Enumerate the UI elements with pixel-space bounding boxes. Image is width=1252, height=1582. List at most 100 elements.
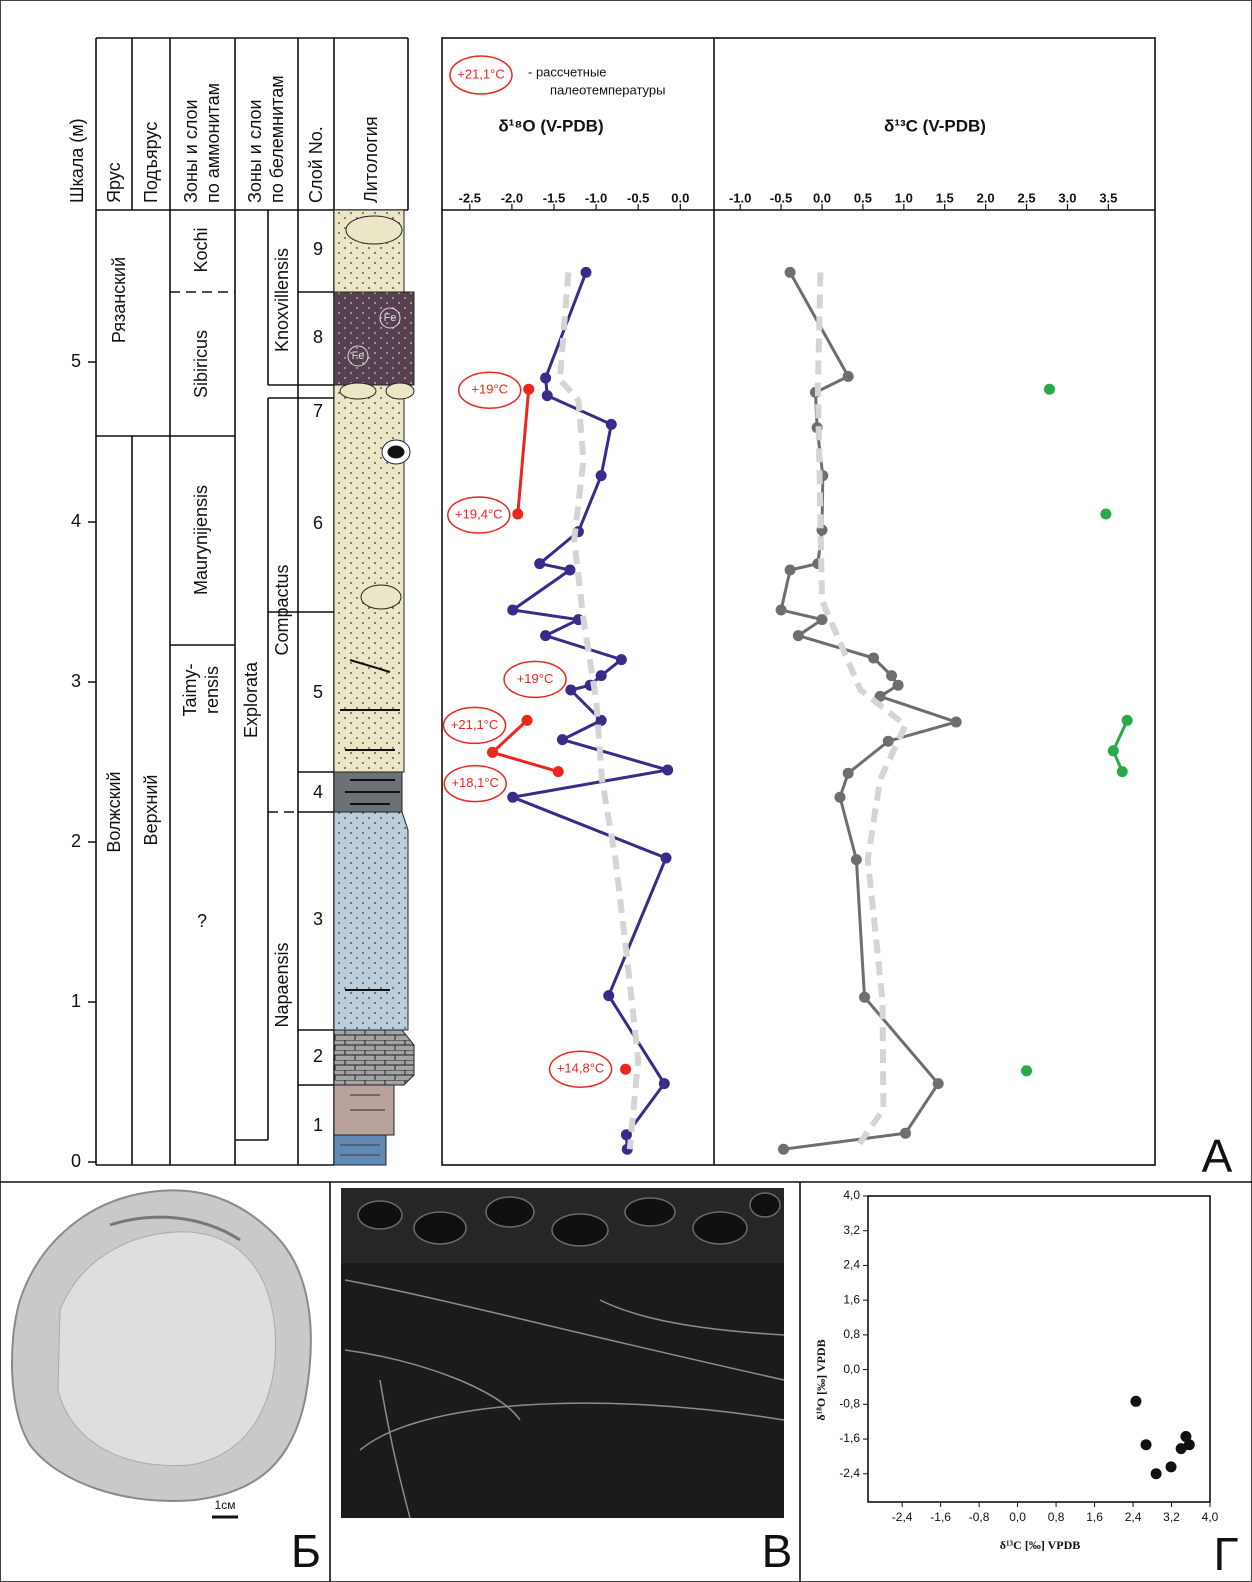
scatter-point — [1151, 1468, 1162, 1479]
column-header: Ярус — [104, 162, 124, 203]
note-text: - рассчетные — [528, 64, 607, 79]
data-point — [507, 605, 518, 616]
x-axis-title: δ¹³C [‰] VPDB — [1000, 1538, 1081, 1552]
data-point — [1108, 745, 1119, 756]
x-tick-label: 0.5 — [854, 190, 872, 205]
y-tick-label: 4,0 — [843, 1188, 860, 1202]
data-point — [662, 765, 673, 776]
scatter-point — [1141, 1439, 1152, 1450]
data-point — [843, 371, 854, 382]
scatter-point — [1166, 1461, 1177, 1472]
x-tick-label: 1.0 — [895, 190, 913, 205]
ammonite-zone: Sibiricus — [191, 330, 211, 398]
data-point — [565, 685, 576, 696]
ammonite-zone: ? — [197, 911, 207, 931]
ammonite-zone: Taimy- — [180, 663, 200, 716]
data-point — [1021, 1065, 1032, 1076]
lithology — [334, 210, 414, 1165]
x-tick-label: -1.5 — [543, 190, 565, 205]
scatter-point — [1176, 1443, 1187, 1454]
belemnite-zone: Napaensis — [272, 942, 292, 1027]
belemnite-zone: Explorata — [241, 661, 261, 738]
x-tick-label: -2,4 — [892, 1510, 913, 1524]
y-axis-title: Шкала (м) — [67, 118, 87, 203]
lithology-mark: Fe — [384, 312, 397, 324]
y-tick-label: 0 — [71, 1151, 81, 1171]
data-point — [487, 747, 498, 758]
x-tick-label: 2.0 — [977, 190, 995, 205]
y-tick-label: 4 — [71, 511, 81, 531]
note-text: палеотемпературы — [550, 82, 665, 97]
x-tick-label: -2.5 — [459, 190, 481, 205]
data-point — [620, 1064, 631, 1075]
x-tick-label: -0.5 — [770, 190, 792, 205]
x-tick-label: 3.5 — [1099, 190, 1117, 205]
x-tick-label: 0.0 — [813, 190, 831, 205]
data-point — [596, 670, 607, 681]
column-header: по аммонитам — [203, 83, 223, 203]
layer-number: 5 — [313, 682, 323, 702]
y-tick-label: 3,2 — [843, 1223, 860, 1237]
data-point — [603, 990, 614, 1001]
data-point — [581, 267, 592, 278]
ammonite-zone: rensis — [202, 666, 222, 714]
panel-label: В — [762, 1525, 793, 1577]
data-point — [540, 630, 551, 641]
data-point — [1100, 509, 1111, 520]
lithology-mark: Fe — [352, 350, 365, 362]
scatter-point — [1130, 1396, 1141, 1407]
data-point — [507, 792, 518, 803]
data-point — [900, 1128, 911, 1139]
y-axis-title: δ¹⁸O [‰] VPDB — [814, 1339, 828, 1420]
belemnite-zone: Compactus — [272, 564, 292, 655]
scale-bar-label: 1см — [215, 1498, 236, 1512]
micro-photo — [341, 1188, 784, 1518]
data-point — [835, 792, 846, 803]
layer-number: 4 — [313, 782, 323, 802]
x-tick-label: -0.5 — [627, 190, 649, 205]
column-header: по белемнитам — [267, 75, 287, 203]
data-point — [843, 768, 854, 779]
x-tick-label: 0,8 — [1048, 1510, 1065, 1524]
layer-number: 8 — [313, 327, 323, 347]
substage: Верхний — [141, 775, 161, 846]
belemnite-zone: Knoxvillensis — [272, 248, 292, 352]
data-point — [659, 1078, 670, 1089]
data-point — [951, 717, 962, 728]
x-tick-label: -0,8 — [969, 1510, 990, 1524]
data-point — [512, 509, 523, 520]
temperature-label: +18,1°C — [451, 775, 498, 790]
data-point — [534, 558, 545, 569]
column-header: Зоны и слои — [245, 99, 265, 203]
y-tick-label: 0,0 — [843, 1362, 860, 1376]
x-tick-label: 1,6 — [1086, 1510, 1103, 1524]
layer-number: 9 — [313, 239, 323, 259]
x-tick-label: -1,6 — [930, 1510, 951, 1524]
y-tick-label: 2,4 — [843, 1258, 860, 1272]
x-tick-label: 0,0 — [1009, 1510, 1026, 1524]
panel-label: Г — [1214, 1528, 1239, 1580]
data-point — [1122, 715, 1133, 726]
y-tick-label: -2,4 — [839, 1466, 860, 1480]
data-point — [776, 605, 787, 616]
panel-label: Б — [291, 1525, 321, 1577]
data-point — [523, 384, 534, 395]
data-point — [785, 565, 796, 576]
temperature-label: +19°C — [471, 382, 508, 397]
y-tick-label: -1,6 — [839, 1431, 860, 1445]
y-tick-label: 1,6 — [843, 1292, 860, 1306]
layer-number: 2 — [313, 1046, 323, 1066]
layer-number: 6 — [313, 513, 323, 533]
x-tick-label: -1.0 — [585, 190, 607, 205]
x-tick-label: -1.0 — [729, 190, 751, 205]
ammonite-zone: Maurynijensis — [191, 485, 211, 595]
data-point — [1044, 384, 1055, 395]
data-point — [1117, 766, 1128, 777]
layer-number: 1 — [313, 1115, 323, 1135]
chart-title: δ¹³C (V-PDB) — [884, 116, 986, 135]
x-tick-label: 2,4 — [1125, 1510, 1142, 1524]
y-tick-label: -0,8 — [839, 1397, 860, 1411]
temperature-label: +19°C — [517, 671, 554, 686]
temperature-label: +21,1°C — [451, 717, 498, 732]
ammonite-zone: Kochi — [191, 227, 211, 272]
